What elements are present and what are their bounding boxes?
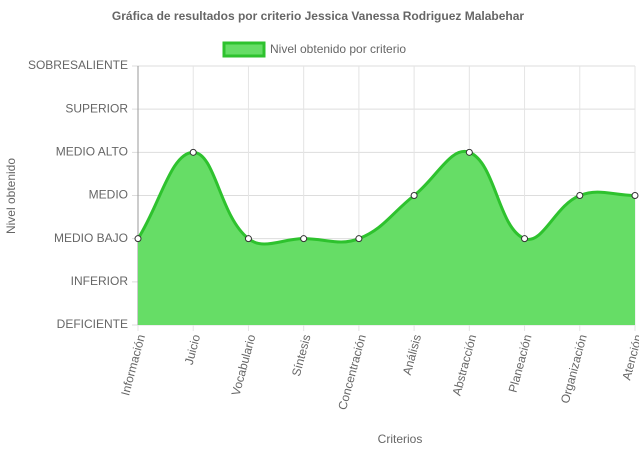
point	[631, 192, 639, 199]
line	[136, 149, 636, 246]
point	[521, 235, 529, 243]
x-tick-label: Vocabulario	[229, 333, 259, 398]
y-tick-label: SUPERIOR	[65, 101, 128, 115]
chart-title: Gráfica de resultados por criterio Jessi…	[112, 9, 524, 23]
x-tick-label: Información	[118, 333, 148, 397]
x-tick-label: Síntesis	[289, 333, 314, 378]
x-axis-title: Criterios	[378, 432, 423, 446]
point	[355, 235, 363, 243]
legend-swatch	[222, 41, 266, 58]
point	[576, 192, 584, 199]
y-tick-label: DEFICIENTE	[57, 317, 128, 331]
point	[189, 148, 197, 156]
y-tick-label: MEDIO ALTO	[56, 145, 128, 159]
area	[138, 151, 635, 325]
x-tick-label: Juicio	[182, 333, 204, 367]
x-tick-label: Atención	[619, 333, 639, 382]
y-tick-label: INFERIOR	[71, 274, 129, 288]
y-tick-label: SOBRESALIENTE	[28, 58, 128, 72]
x-tick-label: Organización	[558, 333, 590, 405]
x-tick-label: Análisis	[400, 333, 424, 377]
x-tick-label: Planeación	[506, 333, 535, 394]
point	[134, 235, 142, 243]
x-tick-label: Abstracción	[450, 333, 480, 397]
x-tick-label: Concentración	[335, 333, 369, 411]
y-tick-label: MEDIO	[89, 188, 128, 202]
point	[244, 235, 252, 243]
y-tick-label: MEDIO BAJO	[54, 231, 128, 245]
legend-label: Nivel obtenido por criterio	[270, 42, 406, 56]
point	[465, 148, 473, 156]
y-axis-title: Nivel obtenido	[4, 158, 18, 234]
point	[410, 192, 418, 199]
point	[300, 235, 308, 243]
